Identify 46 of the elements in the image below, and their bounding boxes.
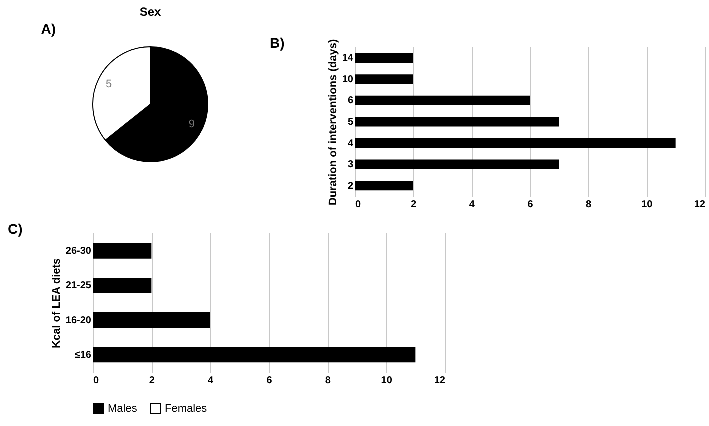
bar (355, 74, 414, 84)
y-tick-label: 21-25 (66, 280, 92, 292)
y-tick-label: 3 (348, 160, 354, 171)
y-tick-label: ≤16 (74, 350, 92, 361)
bar (93, 312, 210, 328)
x-tick-label: 4 (469, 200, 476, 210)
x-tick-label: 8 (586, 200, 592, 210)
x-tick-label: 12 (434, 376, 446, 386)
bar (93, 243, 152, 259)
x-tick-label: 10 (642, 200, 654, 210)
y-axis-title: Duration of interventions (days) (327, 39, 340, 206)
bar (355, 138, 676, 148)
legend-label: Females (165, 402, 208, 415)
y-tick-label: 10 (342, 74, 354, 86)
text: B) (270, 35, 285, 51)
x-tick-label: 6 (528, 200, 534, 210)
x-tick-label: 2 (411, 200, 418, 210)
x-tick-label: 0 (356, 200, 362, 210)
bar (93, 347, 416, 363)
y-tick-label: 14 (342, 53, 354, 64)
x-tick-label: 6 (266, 376, 273, 386)
data-label: 9 (188, 118, 196, 130)
text: A) (41, 21, 56, 37)
bar (355, 96, 530, 106)
x-tick-label: 4 (208, 376, 214, 386)
x-tick-label: 8 (325, 376, 332, 386)
x-tick-label: 2 (149, 376, 156, 386)
data-label: 5 (106, 78, 112, 91)
y-tick-label: 26-30 (66, 246, 92, 258)
text: C) (8, 221, 23, 237)
x-tick-label: 12 (694, 200, 706, 210)
legend-label: Males (108, 402, 138, 415)
bar (355, 117, 560, 127)
chart-title: Sex (140, 5, 162, 19)
bar (355, 53, 414, 63)
y-tick-label: 16-20 (66, 315, 92, 326)
bar (355, 181, 414, 191)
y-axis-title: Kcal of LEA diets (50, 258, 63, 349)
y-tick-label: 5 (348, 117, 354, 128)
y-tick-label: 6 (348, 96, 354, 107)
x-tick-label: 0 (94, 376, 100, 386)
y-tick-label: 4 (348, 138, 354, 150)
bar (93, 278, 152, 294)
x-tick-label: 10 (381, 376, 393, 386)
y-tick-label: 2 (348, 180, 354, 192)
bar (355, 160, 560, 170)
